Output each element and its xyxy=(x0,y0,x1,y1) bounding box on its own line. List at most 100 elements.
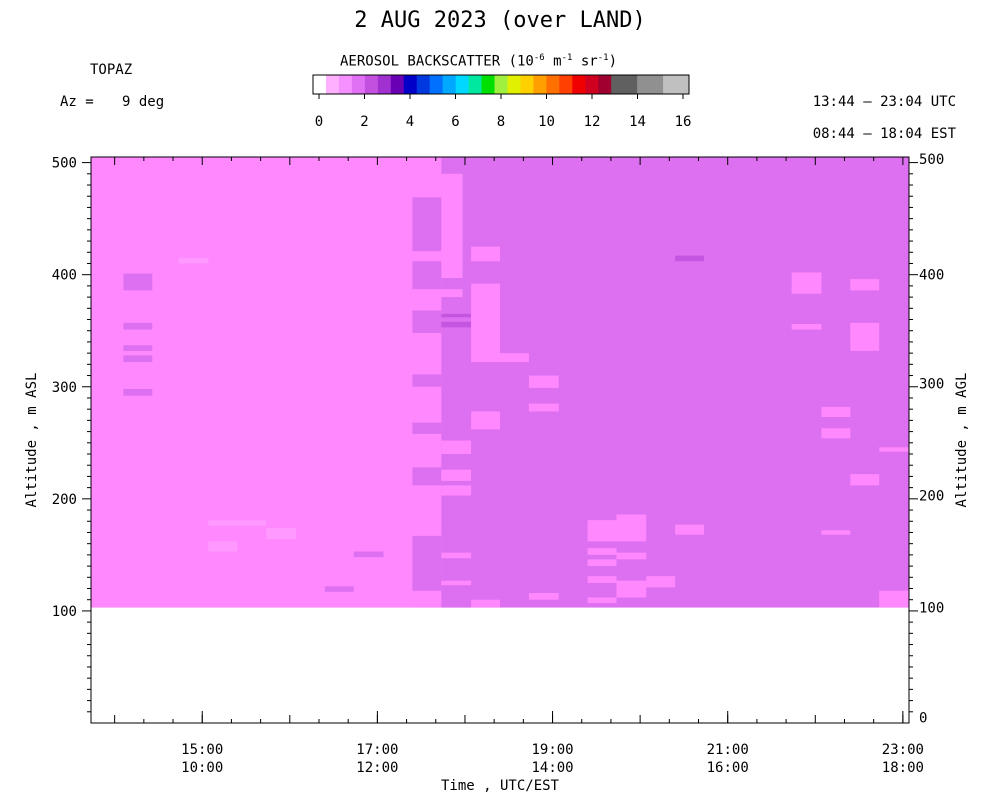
colorbar-swatch xyxy=(338,75,353,94)
heatmap-cell xyxy=(471,283,500,363)
heatmap-cell xyxy=(528,592,559,600)
heatmap-cell xyxy=(791,272,822,294)
y-tick-label-right: 500 xyxy=(919,152,944,168)
colorbar-tick-label: 14 xyxy=(629,114,646,130)
heatmap-cell xyxy=(412,422,442,434)
colorbar-swatch xyxy=(598,75,612,94)
azimuth-label: Az = xyxy=(60,94,94,110)
heatmap-cell xyxy=(123,273,153,291)
colorbar-title: AEROSOL BACKSCATTER (10-6 m-1 sr-1) xyxy=(340,53,617,70)
est-range: 08:44 – 18:04 EST xyxy=(812,126,956,142)
heatmap-cell xyxy=(441,157,472,174)
colorbar-swatch xyxy=(676,75,690,94)
heatmap-cell xyxy=(441,278,472,290)
heatmap-cell xyxy=(879,447,909,452)
x-axis-label: Time , UTC/EST xyxy=(440,778,559,794)
colorbar-title-exp2: -1 xyxy=(561,53,573,63)
heatmap-cell xyxy=(441,469,472,481)
x-tick-label-utc: 17:00 xyxy=(356,742,398,758)
heatmap-cell xyxy=(821,428,851,439)
y-tick-label-right: 400 xyxy=(919,268,944,284)
colorbar-swatch xyxy=(611,75,625,94)
utc-range: 13:44 – 23:04 UTC xyxy=(812,94,956,110)
heatmap-cell xyxy=(587,520,617,542)
heatmap-cell xyxy=(123,355,153,363)
y-tick-label-left: 200 xyxy=(52,492,77,508)
x-tick-label-est: 12:00 xyxy=(356,760,398,776)
heatmap-cell xyxy=(412,310,442,333)
colorbar-title-end: ) xyxy=(608,53,617,70)
heatmap-cell xyxy=(471,246,500,262)
colorbar-swatch xyxy=(364,75,379,94)
colorbar-swatch xyxy=(637,75,651,94)
y-tick-label-left: 300 xyxy=(52,380,77,396)
colorbar-swatch xyxy=(377,75,392,94)
heatmap-cell xyxy=(471,411,500,430)
colorbar-swatch xyxy=(507,75,521,94)
heatmap-cell xyxy=(528,375,559,388)
heatmap-cell xyxy=(441,313,472,318)
y-tick-label-right: 300 xyxy=(919,376,944,392)
heatmap-cell xyxy=(412,467,442,486)
heatmap-cell xyxy=(587,548,617,555)
heatmap-cell xyxy=(821,530,851,535)
heatmap-cell xyxy=(500,353,529,363)
colorbar-tick-label: 10 xyxy=(538,114,555,130)
y-tick-label-right: 200 xyxy=(919,488,944,504)
y-tick-label-right: 0 xyxy=(919,710,927,726)
x-tick-label-utc: 21:00 xyxy=(707,742,749,758)
colorbar-swatch xyxy=(494,75,508,94)
colorbar-swatch xyxy=(663,75,677,94)
y-tick-label-left: 500 xyxy=(52,156,77,172)
colorbar-title-exp3: -1 xyxy=(597,53,609,63)
heatmap-cell xyxy=(208,520,267,526)
heatmap-cell xyxy=(616,552,647,560)
colorbar-swatch xyxy=(403,75,418,94)
heatmap-cell xyxy=(123,322,153,330)
heatmap-cell xyxy=(675,255,705,262)
x-tick-label-est: 16:00 xyxy=(707,760,749,776)
colorbar-swatch xyxy=(546,75,560,94)
x-tick-label-utc: 23:00 xyxy=(882,742,924,758)
chart-title: 2 AUG 2023 (over LAND) xyxy=(354,8,646,33)
heatmap-cell xyxy=(850,474,880,486)
y-tick-label-left: 100 xyxy=(52,604,77,620)
heatmap-cell xyxy=(412,261,442,290)
colorbar-tick-label: 12 xyxy=(584,114,601,130)
heatmap-cell xyxy=(528,403,559,412)
y-tick-label-right: 100 xyxy=(919,601,944,617)
colorbar-swatch xyxy=(442,75,457,94)
heatmap-cell xyxy=(879,590,909,608)
heatmap-cell xyxy=(441,485,472,496)
heatmap-cell xyxy=(353,551,384,558)
colorbar-swatch xyxy=(468,75,483,94)
x-tick-label-est: 18:00 xyxy=(882,760,924,776)
x-tick-label-est: 10:00 xyxy=(181,760,223,776)
heatmap-cell xyxy=(412,197,442,252)
heatmap-cell xyxy=(266,527,296,540)
heatmap-cell xyxy=(123,389,153,396)
colorbar-swatch xyxy=(520,75,534,94)
colorbar-swatch xyxy=(481,75,496,94)
heatmap-cell xyxy=(587,597,617,604)
heatmap-cell xyxy=(675,524,705,535)
heatmap-cell xyxy=(587,559,617,567)
colorbar-title-mid2: sr xyxy=(572,53,598,70)
colorbar-swatch xyxy=(416,75,431,94)
plot-frame xyxy=(90,156,910,724)
colorbar-tick-label: 8 xyxy=(497,114,505,130)
colorbar-swatch xyxy=(572,75,586,94)
colorbar-swatch xyxy=(650,75,664,94)
heatmap-cell xyxy=(208,541,238,552)
heatmap-area xyxy=(91,157,909,608)
colorbar-swatch xyxy=(624,75,638,94)
colorbar-tick-label: 4 xyxy=(406,114,414,130)
colorbar-tick-label: 6 xyxy=(451,114,459,130)
axes: 15:00 10:00 17:00 12:00 19:00 14:00 21:00 16:00… xyxy=(52,152,945,776)
heatmap-cell xyxy=(441,440,472,455)
heatmap-cell xyxy=(471,599,500,608)
colorbar-swatch xyxy=(313,75,327,94)
azimuth-value: 9 deg xyxy=(122,94,165,110)
heatmap-cell xyxy=(850,322,880,351)
x-tick-label-utc: 19:00 xyxy=(531,742,573,758)
